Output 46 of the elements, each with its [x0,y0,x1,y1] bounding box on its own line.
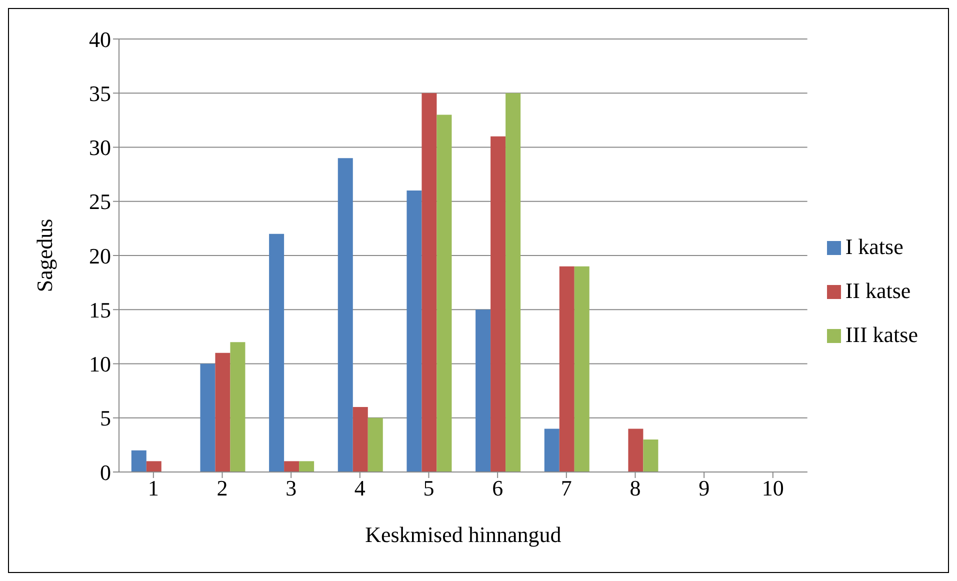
bar [422,93,437,472]
bar [146,461,162,472]
bar [368,418,383,472]
x-tick-label: 7 [560,476,572,501]
bar [131,450,146,472]
y-tick-label: 20 [89,243,111,268]
x-tick-label: 5 [423,476,434,501]
bar [406,190,422,472]
y-tick-label: 30 [89,135,111,160]
bar [230,342,246,472]
x-tick-label: 2 [216,476,228,501]
bar [215,352,230,472]
bar [628,428,644,472]
x-tick-label: 10 [762,476,784,501]
bar [200,364,216,472]
x-tick-label: 4 [354,476,366,501]
y-axis-title: Sagedus [32,218,57,292]
y-tick-label: 5 [100,406,111,431]
y-tick-label: 25 [89,189,111,214]
bar [490,136,506,472]
bar [269,234,284,472]
x-tick-label: 6 [492,476,504,501]
legend-label: III katse [845,322,918,346]
x-tick-label: 3 [286,476,297,501]
x-axis-title: Keskmised hinnangud [365,522,562,547]
x-tick-label: 1 [148,476,159,501]
bar [643,440,658,472]
legend-label: I katse [845,234,904,258]
bar [476,310,491,472]
x-tick-label: 8 [630,476,641,501]
bar [544,428,560,472]
legend-label: II katse [845,278,911,302]
y-tick-label: 15 [89,297,111,322]
bar [338,158,353,472]
bar [574,266,590,472]
bar [299,461,314,472]
y-tick-label: 40 [89,26,111,52]
bar [506,93,521,472]
bar [436,114,452,472]
y-tick-label: 35 [89,80,111,106]
bar [284,461,300,472]
bar [352,407,368,472]
y-tick-label: 0 [100,460,111,485]
y-tick-label: 10 [89,352,111,377]
bar [559,266,574,472]
x-tick-label: 9 [698,476,710,501]
